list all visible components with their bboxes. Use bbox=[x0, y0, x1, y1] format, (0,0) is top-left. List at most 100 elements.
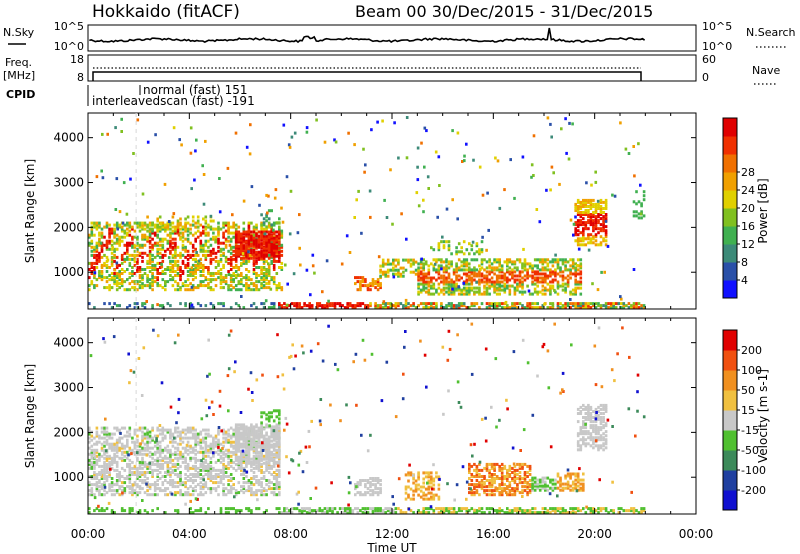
echo-cell bbox=[551, 272, 555, 276]
echo-cell bbox=[394, 507, 398, 511]
echo-cell bbox=[88, 452, 91, 456]
echo-cell bbox=[465, 509, 469, 513]
echo-cell bbox=[270, 411, 273, 415]
echo-cell bbox=[603, 270, 606, 274]
echo-cell bbox=[196, 436, 200, 440]
echo-cell bbox=[199, 263, 203, 267]
echo-cell bbox=[115, 438, 119, 442]
echo-cell bbox=[260, 272, 263, 275]
echo-cell bbox=[141, 430, 144, 434]
echo-cell bbox=[556, 302, 560, 306]
echo-cell bbox=[582, 304, 585, 308]
echo-cell bbox=[255, 479, 258, 482]
echo-cell bbox=[272, 223, 276, 227]
echo-cell bbox=[164, 428, 167, 432]
echo-cell bbox=[227, 438, 230, 442]
echo-cell bbox=[579, 205, 583, 208]
echo-cell bbox=[604, 239, 608, 243]
echo-cell bbox=[245, 244, 248, 248]
echo-cell bbox=[209, 466, 213, 470]
echo-cell bbox=[136, 270, 139, 273]
echo-cell bbox=[222, 483, 225, 487]
echo-cell bbox=[635, 302, 638, 306]
echo-cell bbox=[105, 426, 109, 430]
echo-cell bbox=[133, 245, 137, 249]
echo-cell bbox=[146, 434, 149, 438]
echo-cell bbox=[471, 240, 475, 244]
echo-cell bbox=[265, 272, 268, 275]
echo-cell bbox=[136, 452, 139, 456]
echo-cell bbox=[202, 173, 206, 176]
echo-cell bbox=[123, 229, 127, 233]
echo-cell bbox=[272, 228, 275, 232]
echo-cell bbox=[566, 268, 570, 272]
echo-cell bbox=[255, 306, 258, 310]
echo-cell bbox=[161, 253, 165, 257]
echo-cell bbox=[475, 302, 479, 306]
echo-cell bbox=[513, 260, 517, 264]
echo-cell bbox=[298, 306, 301, 310]
echo-cell bbox=[435, 268, 438, 272]
echo-cell bbox=[141, 302, 144, 306]
echo-cell bbox=[115, 263, 119, 267]
echo-cell bbox=[171, 270, 175, 273]
echo-cell bbox=[620, 306, 623, 310]
echo-cell bbox=[465, 262, 469, 266]
echo-cell bbox=[151, 263, 154, 267]
echo-cell bbox=[250, 221, 253, 225]
echo-cell bbox=[445, 207, 449, 211]
echo-cell bbox=[272, 425, 276, 429]
echo-cell bbox=[538, 306, 542, 310]
echo-cell bbox=[544, 268, 547, 272]
echo-cell bbox=[133, 450, 137, 454]
echo-cell bbox=[308, 507, 311, 511]
echo-cell bbox=[237, 441, 241, 445]
echo-cell bbox=[295, 306, 299, 310]
echo-cell bbox=[328, 302, 332, 306]
echo-cell bbox=[536, 284, 539, 288]
echo-cell bbox=[321, 290, 324, 294]
echo-cell bbox=[374, 280, 377, 284]
echo-cell bbox=[219, 247, 223, 251]
echo-cell bbox=[191, 253, 195, 257]
echo-cell bbox=[121, 221, 125, 225]
echo-cell bbox=[189, 241, 192, 245]
echo-cell bbox=[113, 442, 116, 446]
echo-cell bbox=[90, 266, 94, 269]
echo-cell bbox=[138, 274, 142, 277]
echo-cell bbox=[234, 248, 238, 252]
echo-cell bbox=[451, 198, 454, 202]
echo-cell bbox=[308, 304, 311, 308]
echo-cell bbox=[267, 238, 271, 242]
echo-cell bbox=[191, 426, 195, 430]
echo-cell bbox=[128, 272, 132, 275]
echo-cell bbox=[99, 241, 103, 245]
echo-cell bbox=[318, 507, 322, 511]
echo-cell bbox=[506, 268, 509, 272]
echo-cell bbox=[278, 481, 281, 485]
echo-cell bbox=[435, 288, 438, 292]
echo-cell bbox=[199, 249, 203, 253]
echo-cell bbox=[143, 460, 147, 464]
echo-cell bbox=[118, 270, 121, 273]
echo-cell bbox=[93, 268, 96, 271]
echo-cell bbox=[475, 286, 479, 290]
echo-cell bbox=[118, 493, 121, 497]
echo-cell bbox=[146, 462, 149, 466]
echo-cell bbox=[199, 282, 203, 286]
echo-cell bbox=[450, 302, 453, 306]
echo-cell bbox=[265, 276, 268, 280]
echo-cell bbox=[186, 430, 190, 434]
echo-cell bbox=[599, 213, 603, 216]
echo-cell bbox=[278, 487, 281, 491]
echo-cell bbox=[487, 228, 490, 232]
echo-cell bbox=[531, 280, 534, 284]
echo-cell bbox=[518, 258, 522, 262]
echo-cell bbox=[245, 248, 248, 252]
echo-cell bbox=[247, 445, 251, 449]
echo-cell bbox=[584, 227, 588, 231]
echo-cell bbox=[148, 485, 152, 489]
echo-cell bbox=[179, 473, 182, 476]
echo-cell bbox=[224, 237, 228, 241]
